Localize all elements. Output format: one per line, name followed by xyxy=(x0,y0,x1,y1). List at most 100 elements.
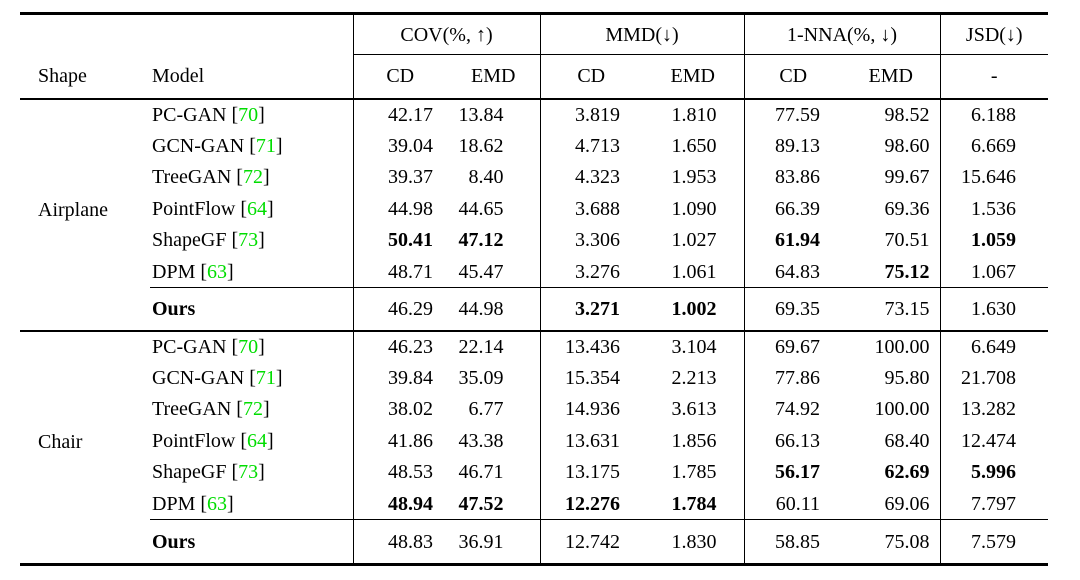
table-row: PointFlow [64] 44.98 44.65 3.688 1.090 66… xyxy=(20,193,1049,225)
cite-bracket-open: [ xyxy=(249,366,256,389)
cell-mmd-cd: 4.323 xyxy=(539,161,642,193)
cell-jsd: 1.067 xyxy=(939,256,1049,288)
cell-jsd: 13.282 xyxy=(939,393,1049,425)
citation-link[interactable]: 72 xyxy=(242,398,263,421)
citation-link[interactable]: 71 xyxy=(255,366,276,389)
table-row: DPM [63] 48.71 45.47 3.276 1.061 64.83 75… xyxy=(20,256,1049,288)
header-cov-cd: CD xyxy=(352,54,447,100)
cell-1nna-emd: 98.52 xyxy=(884,103,930,126)
cite-bracket-open: [ xyxy=(240,429,248,452)
cell-mmd-emd: 1.856 xyxy=(671,429,717,452)
cell-jsd: 1.059 xyxy=(939,224,1049,256)
cell-1nna-emd: 98.60 xyxy=(884,134,930,157)
cell-1nna-cd: 64.83 xyxy=(743,256,842,288)
col-group-cov: COV(%, ↑) xyxy=(352,13,540,55)
ours-row-airplane: Ours 46.29 44.98 3.271 1.002 69.35 73.15… xyxy=(20,287,1049,332)
spacer-cell xyxy=(20,520,150,565)
header-1nna-emd: EMD xyxy=(842,54,941,100)
table-row: Chair PC-GAN [70] 46.23 22.14 13.436 3.10… xyxy=(20,330,1049,452)
cell-mmd-cd: 3.688 xyxy=(539,193,642,225)
cell-mmd-cd: 3.306 xyxy=(539,224,642,256)
cell-mmd-emd: 1.090 xyxy=(671,197,717,220)
cell-1nna-emd: 73.15 xyxy=(842,287,941,332)
citation-link[interactable]: 64 xyxy=(247,429,268,452)
cell-cov-emd: 13.84 xyxy=(458,103,504,126)
model-name: DPM xyxy=(152,260,196,283)
benchmark-results-table: COV(%, ↑) MMD(↓) 1-NNA(%, ↓) JSD(↓) Shap… xyxy=(20,12,1049,566)
table-row: TreeGAN [72] 39.37 8.40 4.323 1.953 83.86… xyxy=(20,161,1049,194)
cell-cov-cd: 50.41 xyxy=(352,224,447,256)
cite-bracket-close: ] xyxy=(267,429,274,452)
cell-mmd-cd: 14.936 xyxy=(539,393,642,425)
cell-1nna-cd: 58.85 xyxy=(743,519,842,565)
cell-1nna-emd: 70.51 xyxy=(884,229,930,252)
cell-jsd: 21.708 xyxy=(939,362,1049,394)
cell-jsd: 1.630 xyxy=(939,287,1049,332)
cell-cov-emd: 18.62 xyxy=(458,134,504,157)
model-cell: ShapeGF [73] xyxy=(150,457,353,489)
citation-link[interactable]: 71 xyxy=(255,134,276,157)
cite-bracket-open: [ xyxy=(236,166,243,189)
model-cell: DPM [63] xyxy=(150,488,353,520)
cite-bracket-open: [ xyxy=(200,260,208,283)
cell-1nna-emd: 95.80 xyxy=(884,366,930,389)
cell-cov-cd: 41.86 xyxy=(352,425,447,457)
citation-link[interactable]: 63 xyxy=(207,492,228,515)
table-row: DPM [63] 48.94 47.52 12.276 1.784 60.11 6… xyxy=(20,488,1049,520)
cell-mmd-emd: 1.784 xyxy=(671,492,717,515)
ours-label: Ours xyxy=(150,287,353,332)
cell-jsd: 1.536 xyxy=(939,193,1049,225)
cite-bracket-close: ] xyxy=(227,260,234,283)
col-group-1nna: 1-NNA(%, ↓) xyxy=(743,13,941,55)
citation-link[interactable]: 70 xyxy=(238,335,259,358)
cite-bracket-close: ] xyxy=(267,197,274,220)
header-model: Model xyxy=(150,54,353,100)
cite-bracket-close: ] xyxy=(258,103,265,126)
cell-cov-cd: 48.94 xyxy=(352,488,447,520)
cell-jsd: 7.797 xyxy=(939,488,1049,520)
citation-link[interactable]: 73 xyxy=(238,229,259,252)
shape-label-chair: Chair xyxy=(38,430,83,453)
cell-1nna-cd: 77.59 xyxy=(743,98,842,130)
cell-mmd-cd: 13.436 xyxy=(539,330,642,362)
header-mmd-emd: EMD xyxy=(642,54,744,100)
cite-bracket-close: ] xyxy=(262,166,270,189)
model-name: GCN-GAN xyxy=(152,366,245,389)
cell-cov-cd: 48.71 xyxy=(352,256,447,288)
model-cell: TreeGAN [72] xyxy=(150,162,353,194)
citation-link[interactable]: 73 xyxy=(238,461,259,484)
col-group-jsd: JSD(↓) xyxy=(939,13,1049,55)
cell-cov-cd: 48.83 xyxy=(352,519,447,565)
model-name: GCN-GAN xyxy=(152,134,245,157)
cell-jsd: 6.669 xyxy=(939,130,1049,162)
table-row: GCN-GAN [71] 39.84 35.09 15.354 2.213 77.… xyxy=(20,362,1049,394)
model-name: PC-GAN xyxy=(152,103,227,126)
citation-link[interactable]: 72 xyxy=(242,166,263,189)
citation-link[interactable]: 63 xyxy=(207,260,228,283)
ours-row-chair: Ours 48.83 36.91 12.742 1.830 58.85 75.0… xyxy=(20,519,1049,565)
cell-1nna-emd: 69.06 xyxy=(884,492,930,515)
cell-mmd-emd: 1.785 xyxy=(671,461,717,484)
cell-jsd: 12.474 xyxy=(939,425,1049,457)
cell-mmd-emd: 3.613 xyxy=(671,398,717,421)
cell-mmd-emd: 1.810 xyxy=(671,103,717,126)
cell-cov-cd: 44.98 xyxy=(352,193,447,225)
citation-link[interactable]: 70 xyxy=(238,103,259,126)
header-jsd-dash: - xyxy=(939,54,1049,100)
sub-header-row: Shape Model CD EMD CD EMD CD EMD - xyxy=(20,54,1049,100)
cell-cov-emd: 47.12 xyxy=(458,229,504,252)
cell-1nna-cd: 66.13 xyxy=(743,425,842,457)
cell-mmd-cd: 13.175 xyxy=(539,456,642,488)
model-name: PointFlow xyxy=(152,429,236,452)
cite-bracket-close: ] xyxy=(258,229,265,252)
cell-1nna-cd: 60.11 xyxy=(743,488,842,520)
cell-jsd: 6.649 xyxy=(939,330,1049,362)
cell-mmd-cd: 12.276 xyxy=(539,488,642,520)
model-cell: ShapeGF [73] xyxy=(150,225,353,257)
cell-cov-cd: 39.84 xyxy=(352,362,447,394)
cell-mmd-emd: 1.027 xyxy=(671,229,717,252)
cell-1nna-cd: 69.35 xyxy=(743,287,842,332)
cell-cov-cd: 46.23 xyxy=(352,330,447,362)
citation-link[interactable]: 64 xyxy=(247,197,268,220)
